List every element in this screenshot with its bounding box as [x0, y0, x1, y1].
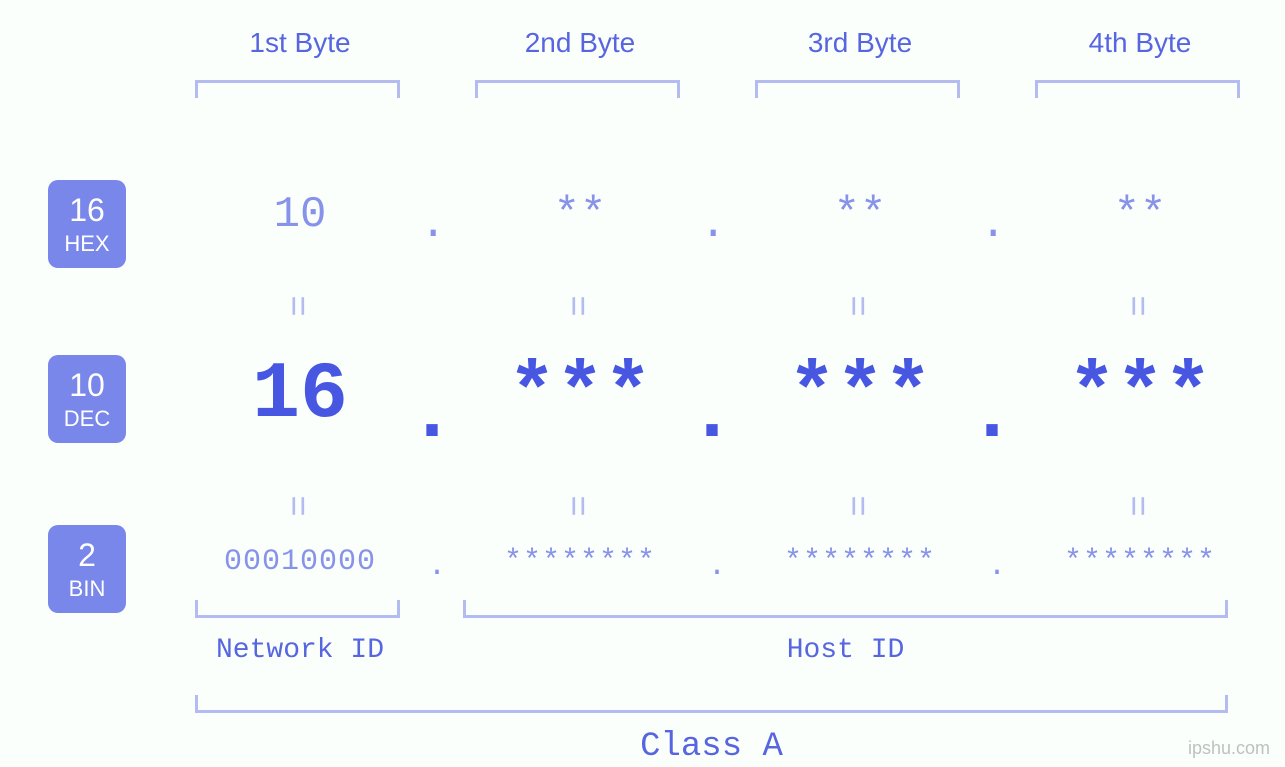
hex-byte3: **	[760, 190, 960, 240]
watermark: ipshu.com	[1188, 738, 1270, 759]
bin-byte3: ********	[730, 545, 990, 579]
dec-dot1: .	[408, 370, 456, 461]
hex-byte1: 10	[200, 190, 400, 240]
bin-dot3: .	[988, 550, 1006, 584]
byte3-bracket	[755, 80, 960, 98]
equals-2-2: =	[558, 495, 600, 516]
equals-1-2: =	[558, 295, 600, 316]
hex-dot1: .	[420, 200, 446, 250]
byte1-bracket	[195, 80, 400, 98]
byte2-header: 2nd Byte	[480, 27, 680, 59]
dec-byte1: 16	[200, 350, 400, 441]
hex-badge-num: 16	[69, 192, 105, 229]
equals-1-4: =	[1118, 295, 1160, 316]
dec-badge: 10 DEC	[48, 355, 126, 443]
hex-dot3: .	[980, 200, 1006, 250]
class-bracket	[195, 695, 1228, 713]
class-label: Class A	[195, 728, 1228, 766]
dec-dot3: .	[968, 370, 1016, 461]
bin-badge-num: 2	[78, 537, 96, 574]
byte4-header: 4th Byte	[1040, 27, 1240, 59]
hex-dot2: .	[700, 200, 726, 250]
dec-badge-num: 10	[69, 367, 105, 404]
bin-dot1: .	[428, 550, 446, 584]
network-id-label: Network ID	[200, 635, 400, 666]
bin-badge-label: BIN	[69, 576, 106, 602]
dec-badge-label: DEC	[64, 406, 110, 432]
host-id-label: Host ID	[463, 635, 1228, 666]
byte2-bracket	[475, 80, 680, 98]
equals-1-3: =	[838, 295, 880, 316]
dec-dot2: .	[688, 370, 736, 461]
hex-byte4: **	[1040, 190, 1240, 240]
byte1-header: 1st Byte	[200, 27, 400, 59]
bin-byte2: ********	[450, 545, 710, 579]
hex-badge-label: HEX	[64, 231, 109, 257]
equals-1-1: =	[278, 295, 320, 316]
byte3-header: 3rd Byte	[760, 27, 960, 59]
host-id-bracket	[463, 600, 1228, 618]
equals-2-4: =	[1118, 495, 1160, 516]
equals-2-3: =	[838, 495, 880, 516]
hex-badge: 16 HEX	[48, 180, 126, 268]
bin-byte1: 00010000	[170, 545, 430, 579]
dec-byte3: ***	[760, 350, 960, 441]
bin-dot2: .	[708, 550, 726, 584]
network-id-bracket	[195, 600, 400, 618]
dec-byte2: ***	[480, 350, 680, 441]
dec-byte4: ***	[1040, 350, 1240, 441]
bin-badge: 2 BIN	[48, 525, 126, 613]
bin-byte4: ********	[1010, 545, 1270, 579]
equals-2-1: =	[278, 495, 320, 516]
hex-byte2: **	[480, 190, 680, 240]
byte4-bracket	[1035, 80, 1240, 98]
